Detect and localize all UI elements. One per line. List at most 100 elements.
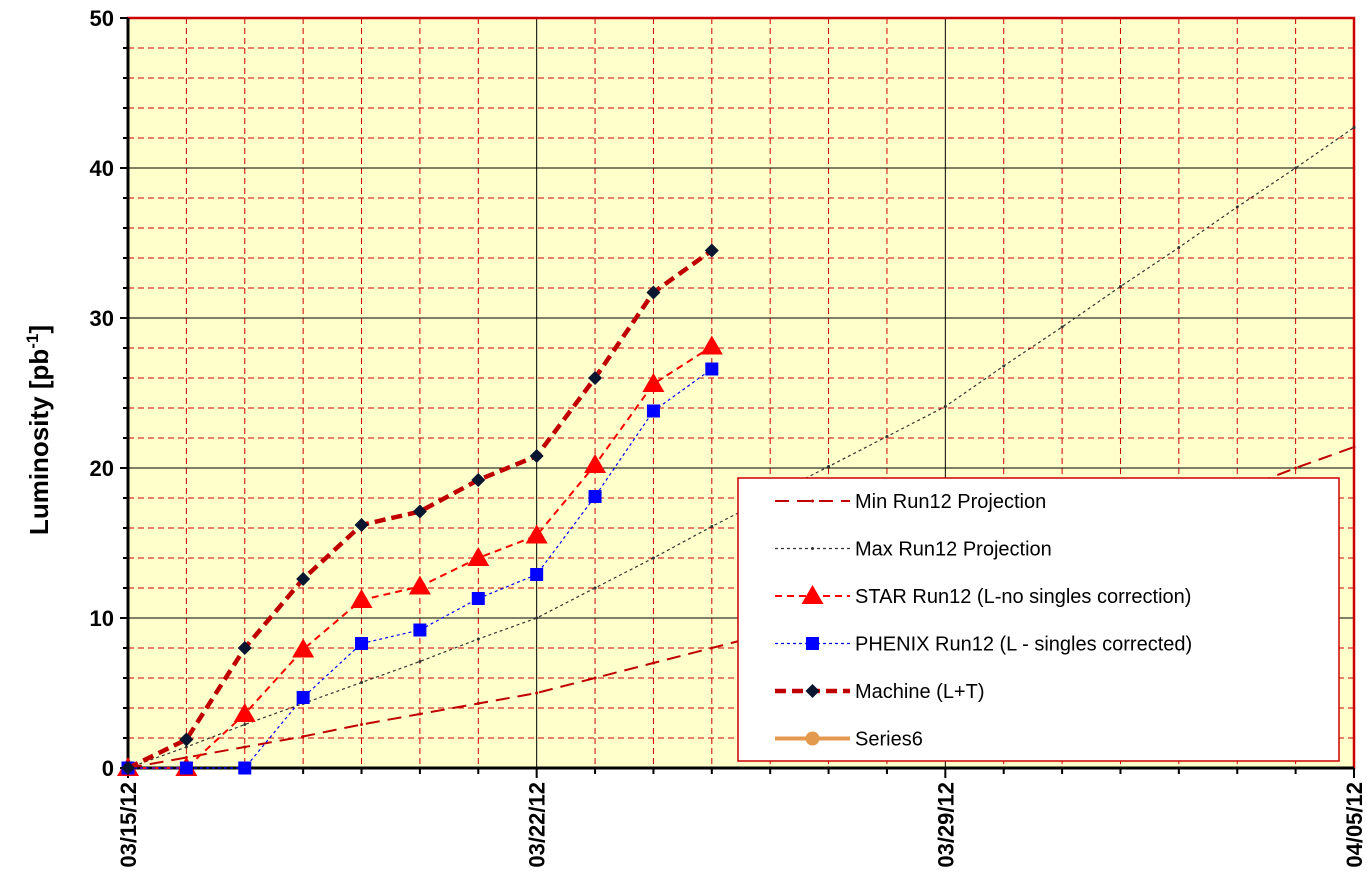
- series-layer: [117, 126, 1356, 776]
- data-point-max-run12-projection: [476, 637, 480, 641]
- legend-item: Machine (L+T): [775, 681, 985, 703]
- y-tick-label: 30: [90, 306, 114, 331]
- legend-item: Min Run12 Projection: [775, 491, 1046, 513]
- x-tick-label: 03/22/12: [525, 782, 550, 868]
- legend-item: Max Run12 Projection: [775, 539, 1052, 561]
- data-point-star-run12-l-no-singles-correction: [525, 524, 548, 544]
- data-point-max-run12-projection: [1177, 246, 1181, 249]
- series-machine-l-t: [121, 243, 719, 775]
- legend-label: Min Run12 Projection: [855, 491, 1046, 513]
- legend-swatch-marker: [801, 585, 824, 604]
- data-point-star-run12-l-no-singles-correction: [233, 703, 256, 722]
- legend: Min Run12 Projection Max Run12 Projection…: [737, 477, 1340, 762]
- data-point-min-run12-projection: [1294, 466, 1298, 470]
- data-point-phenix-run12-l-singles-corrected: [588, 490, 602, 503]
- legend-swatch-marker: [811, 547, 814, 550]
- data-point-phenix-run12-l-singles-corrected: [530, 568, 544, 581]
- data-point-max-run12-projection: [360, 681, 364, 684]
- legend-label: Max Run12 Projection: [855, 539, 1052, 561]
- data-point-max-run12-projection: [1060, 325, 1064, 329]
- data-point-star-run12-l-no-singles-correction: [292, 638, 315, 658]
- series-line-machine-l-t: [127, 248, 714, 771]
- data-point-machine-l-t: [354, 518, 369, 532]
- legend-item: STAR Run12 (L-no singles correction): [775, 585, 1191, 608]
- data-point-max-run12-projection: [184, 745, 188, 749]
- data-point-max-run12-projection: [943, 405, 947, 408]
- legend-swatch-marker: [805, 684, 820, 698]
- data-point-phenix-run12-l-singles-corrected: [471, 592, 485, 605]
- legend-item: PHENIX Run12 (L - singles corrected): [775, 634, 1192, 656]
- data-point-star-run12-l-no-singles-correction: [642, 373, 665, 392]
- y-tick-label: 40: [90, 156, 114, 181]
- data-point-machine-l-t: [646, 285, 661, 300]
- data-point-phenix-run12-l-singles-corrected: [179, 761, 193, 775]
- data-point-machine-l-t: [121, 761, 135, 775]
- data-point-max-run12-projection: [1118, 285, 1122, 288]
- y-tick-label: 10: [90, 606, 114, 631]
- legend-swatch-marker: [811, 499, 814, 503]
- legend-label: Machine (L+T): [855, 681, 985, 703]
- data-point-max-run12-projection: [535, 616, 539, 620]
- data-point-phenix-run12-l-singles-corrected: [705, 362, 719, 376]
- data-point-min-run12-projection: [243, 745, 247, 749]
- data-point-max-run12-projection: [243, 723, 247, 726]
- data-point-max-run12-projection: [1294, 166, 1298, 170]
- data-point-star-run12-l-no-singles-correction: [408, 575, 431, 595]
- data-point-machine-l-t: [412, 504, 427, 519]
- data-point-phenix-run12-l-singles-corrected: [646, 404, 660, 418]
- series-line-phenix-run12-l-singles-corrected: [128, 368, 713, 769]
- data-point-phenix-run12-l-singles-corrected: [238, 761, 252, 775]
- data-point-min-run12-projection: [360, 723, 364, 726]
- data-point-machine-l-t: [179, 732, 194, 747]
- data-point-machine-l-t: [471, 473, 486, 487]
- data-point-machine-l-t: [588, 371, 603, 385]
- data-point-machine-l-t: [704, 243, 719, 258]
- data-point-phenix-run12-l-singles-corrected: [296, 691, 310, 704]
- data-point-star-run12-l-no-singles-correction: [467, 547, 490, 566]
- y-axis-title-close: ]: [24, 325, 54, 334]
- y-tick-labels: 0 10 20 30 40 50: [90, 6, 114, 781]
- data-point-star-run12-l-no-singles-correction: [584, 454, 607, 473]
- y-tick-label: 20: [90, 456, 114, 481]
- y-tick-label: 50: [90, 6, 114, 31]
- data-point-max-run12-projection: [418, 660, 422, 663]
- data-point-max-run12-projection: [1352, 126, 1356, 129]
- legend-label: Series6: [855, 729, 923, 751]
- data-point-min-run12-projection: [1352, 445, 1356, 449]
- legend-label: PHENIX Run12 (L - singles corrected): [855, 634, 1192, 656]
- data-point-max-run12-projection: [593, 586, 597, 590]
- data-point-machine-l-t: [237, 641, 252, 655]
- data-point-phenix-run12-l-singles-corrected: [413, 623, 427, 637]
- legend-box: [737, 477, 1340, 762]
- data-point-max-run12-projection: [710, 525, 714, 528]
- data-point-max-run12-projection: [651, 556, 655, 560]
- y-axis-title-superscript: -1: [23, 334, 42, 349]
- series-line-max-run12-projection: [127, 127, 1355, 769]
- data-point-machine-l-t: [296, 572, 311, 586]
- data-point-min-run12-projection: [476, 702, 480, 705]
- x-tick-label: 04/05/12: [1342, 782, 1367, 868]
- data-point-max-run12-projection: [827, 465, 831, 468]
- data-point-star-run12-l-no-singles-correction: [350, 589, 373, 608]
- data-point-min-run12-projection: [535, 691, 539, 695]
- data-point-min-run12-projection: [710, 646, 714, 650]
- legend-swatch-marker: [806, 637, 819, 650]
- data-point-star-run12-l-no-singles-correction: [700, 335, 723, 355]
- data-point-max-run12-projection: [1002, 364, 1006, 368]
- y-tick-label: 0: [102, 756, 114, 781]
- x-tick-labels: 03/15/12 03/22/12 03/29/12 04/05/12: [116, 782, 1367, 868]
- data-point-machine-l-t: [529, 449, 544, 463]
- data-point-min-run12-projection: [651, 661, 655, 665]
- axes: [120, 17, 1355, 778]
- data-point-min-run12-projection: [593, 676, 597, 680]
- x-tick-label: 03/29/12: [933, 782, 958, 868]
- x-tick-label: 03/15/12: [116, 782, 141, 868]
- legend-item: Series6: [775, 729, 923, 751]
- data-point-phenix-run12-l-singles-corrected: [355, 637, 369, 650]
- legend-label: STAR Run12 (L-no singles correction): [855, 586, 1191, 608]
- data-point-min-run12-projection: [418, 712, 422, 716]
- data-point-max-run12-projection: [1235, 205, 1239, 209]
- data-point-max-run12-projection: [885, 435, 889, 438]
- y-axis-title: Luminosity [pb-1]: [23, 325, 54, 535]
